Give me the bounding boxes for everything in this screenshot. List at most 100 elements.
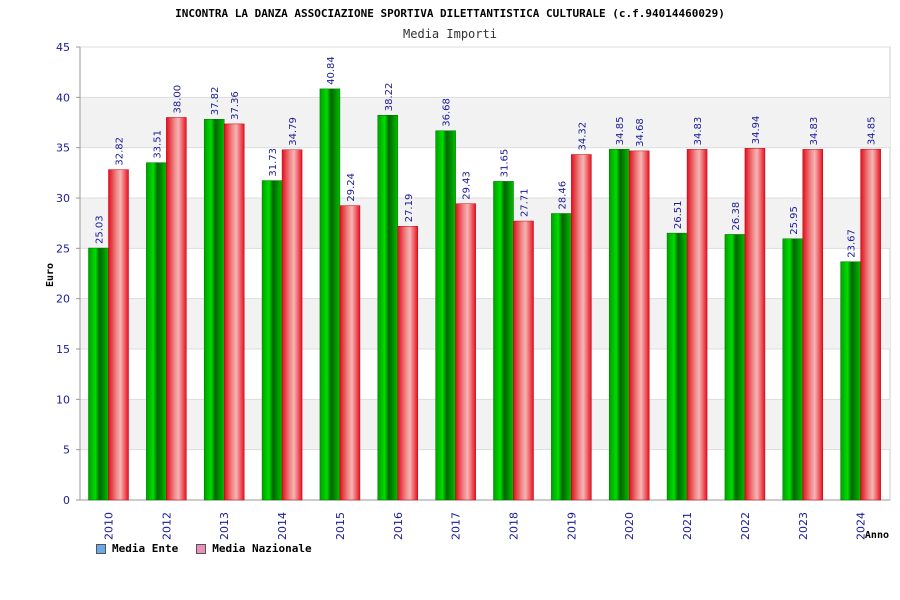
grid-band: [80, 198, 890, 249]
bar-media-nazionale: [397, 226, 419, 501]
x-tick-label: 2012: [160, 512, 173, 540]
bar-media-nazionale: [628, 150, 650, 501]
plot-area: [79, 46, 891, 501]
legend-swatch-media-ente: [96, 543, 106, 554]
bar-media-ente: [146, 162, 167, 501]
x-tick-label: 2023: [797, 512, 810, 540]
legend-label-media-nazionale: Media Nazionale: [212, 542, 312, 555]
legend-item-media-nazionale: Media Nazionale: [196, 542, 312, 555]
bar-media-ente: [203, 119, 225, 501]
bar-media-ente: [435, 130, 456, 501]
data-label: 33.51: [152, 130, 163, 159]
bar-media-ente: [782, 238, 804, 501]
y-tick-label: 10: [56, 393, 70, 406]
bar-media-ente: [493, 181, 514, 501]
data-label: 34.85: [867, 117, 878, 146]
legend-swatch-media-nazionale: [196, 543, 207, 554]
data-label: 40.84: [326, 56, 337, 85]
bar-media-ente: [319, 88, 341, 501]
data-label: 34.32: [577, 122, 588, 151]
legend: Media Ente Media Nazionale: [96, 542, 312, 555]
x-tick-label: 2010: [103, 512, 116, 540]
bar-media-ente: [724, 234, 746, 501]
x-tick-label: 2017: [450, 512, 463, 540]
data-label: 37.82: [210, 87, 221, 116]
y-tick-label: 45: [56, 41, 70, 54]
data-label: 27.71: [520, 188, 531, 217]
data-label: 29.24: [346, 173, 357, 202]
grid-band: [80, 399, 890, 450]
chart-title: INCONTRA LA DANZA ASSOCIAZIONE SPORTIVA …: [175, 7, 725, 20]
grid-band: [80, 97, 890, 148]
x-tick-label: 2014: [276, 512, 289, 540]
bar-media-nazionale: [281, 149, 303, 501]
x-tick-label: 2013: [218, 512, 231, 540]
bar-media-nazionale: [513, 220, 534, 501]
data-label: 25.03: [95, 215, 106, 244]
x-tick-label: 2020: [623, 512, 636, 540]
x-tick-label: 2016: [392, 512, 405, 540]
data-label: 34.83: [809, 117, 820, 146]
data-label: 34.68: [635, 118, 646, 147]
bar-media-nazionale: [860, 148, 881, 501]
bar-media-nazionale: [571, 154, 592, 501]
y-axis-label: Euro: [45, 263, 56, 287]
data-label: 31.65: [500, 149, 511, 178]
y-tick-label: 15: [56, 343, 70, 356]
data-label: 31.73: [268, 148, 279, 177]
y-tick-label: 40: [56, 91, 70, 104]
data-label: 34.79: [288, 117, 299, 146]
bars: 25.03 32.82 33.51 38.00 37.82 37.36 31.73 34.79…: [88, 56, 881, 501]
y-tick-label: 25: [56, 242, 70, 255]
bar-media-ente: [88, 247, 109, 501]
bar-media-ente: [551, 213, 572, 501]
y-tick-label: 30: [56, 192, 70, 205]
legend-label-media-ente: Media Ente: [112, 542, 179, 555]
data-label: 26.38: [731, 202, 742, 231]
chart-subtitle: Media Importi: [403, 27, 497, 41]
bar-media-nazionale: [223, 123, 245, 501]
bar-media-ente: [261, 180, 283, 501]
y-tick-label: 0: [63, 494, 70, 507]
y-axis-ticks: 0 5 10 15 20 25 30 35 40 45: [56, 41, 80, 507]
x-tick-label: 2022: [739, 512, 752, 540]
bar-media-nazionale: [339, 205, 361, 501]
y-tick-label: 5: [63, 444, 70, 457]
bar-media-ente: [377, 115, 399, 501]
data-label: 36.68: [442, 98, 453, 127]
data-label: 34.83: [693, 117, 704, 146]
bar-media-ente: [608, 148, 630, 501]
y-tick-label: 35: [56, 142, 70, 155]
bar-media-ente: [666, 232, 688, 501]
grid-band: [80, 298, 890, 349]
bar-media-nazionale: [686, 149, 708, 501]
bar-media-nazionale: [744, 148, 766, 501]
x-tick-label: 2018: [508, 512, 521, 540]
data-label: 29.43: [462, 171, 473, 200]
bar-media-nazionale: [802, 149, 824, 501]
legend-item-media-ente: Media Ente: [96, 542, 178, 555]
data-label: 25.95: [789, 206, 800, 235]
data-label: 38.22: [384, 83, 395, 112]
data-label: 38.00: [172, 85, 183, 114]
data-label: 34.94: [751, 116, 762, 145]
bar-media-nazionale: [108, 169, 129, 501]
data-label: 23.67: [847, 229, 858, 258]
bar-media-nazionale: [166, 117, 187, 501]
bar-media-ente: [840, 261, 861, 501]
data-label: 32.82: [115, 137, 126, 166]
x-tick-label: 2015: [334, 512, 347, 540]
data-label: 28.46: [557, 181, 568, 210]
data-label: 26.51: [673, 200, 684, 229]
data-label: 37.36: [230, 91, 241, 120]
y-tick-label: 20: [56, 293, 70, 306]
data-label: 27.19: [404, 194, 415, 223]
bar-media-nazionale: [455, 203, 476, 501]
x-tick-label: 2021: [681, 512, 694, 540]
x-tick-label: 2024: [855, 512, 868, 540]
x-axis-label: Anno: [865, 530, 889, 541]
x-tick-label: 2019: [565, 512, 578, 540]
x-axis-ticks: 2010 2012 2013 2014 2015 2016 2017 2018 2019 2020…: [103, 512, 868, 540]
data-label: 34.85: [615, 117, 626, 146]
